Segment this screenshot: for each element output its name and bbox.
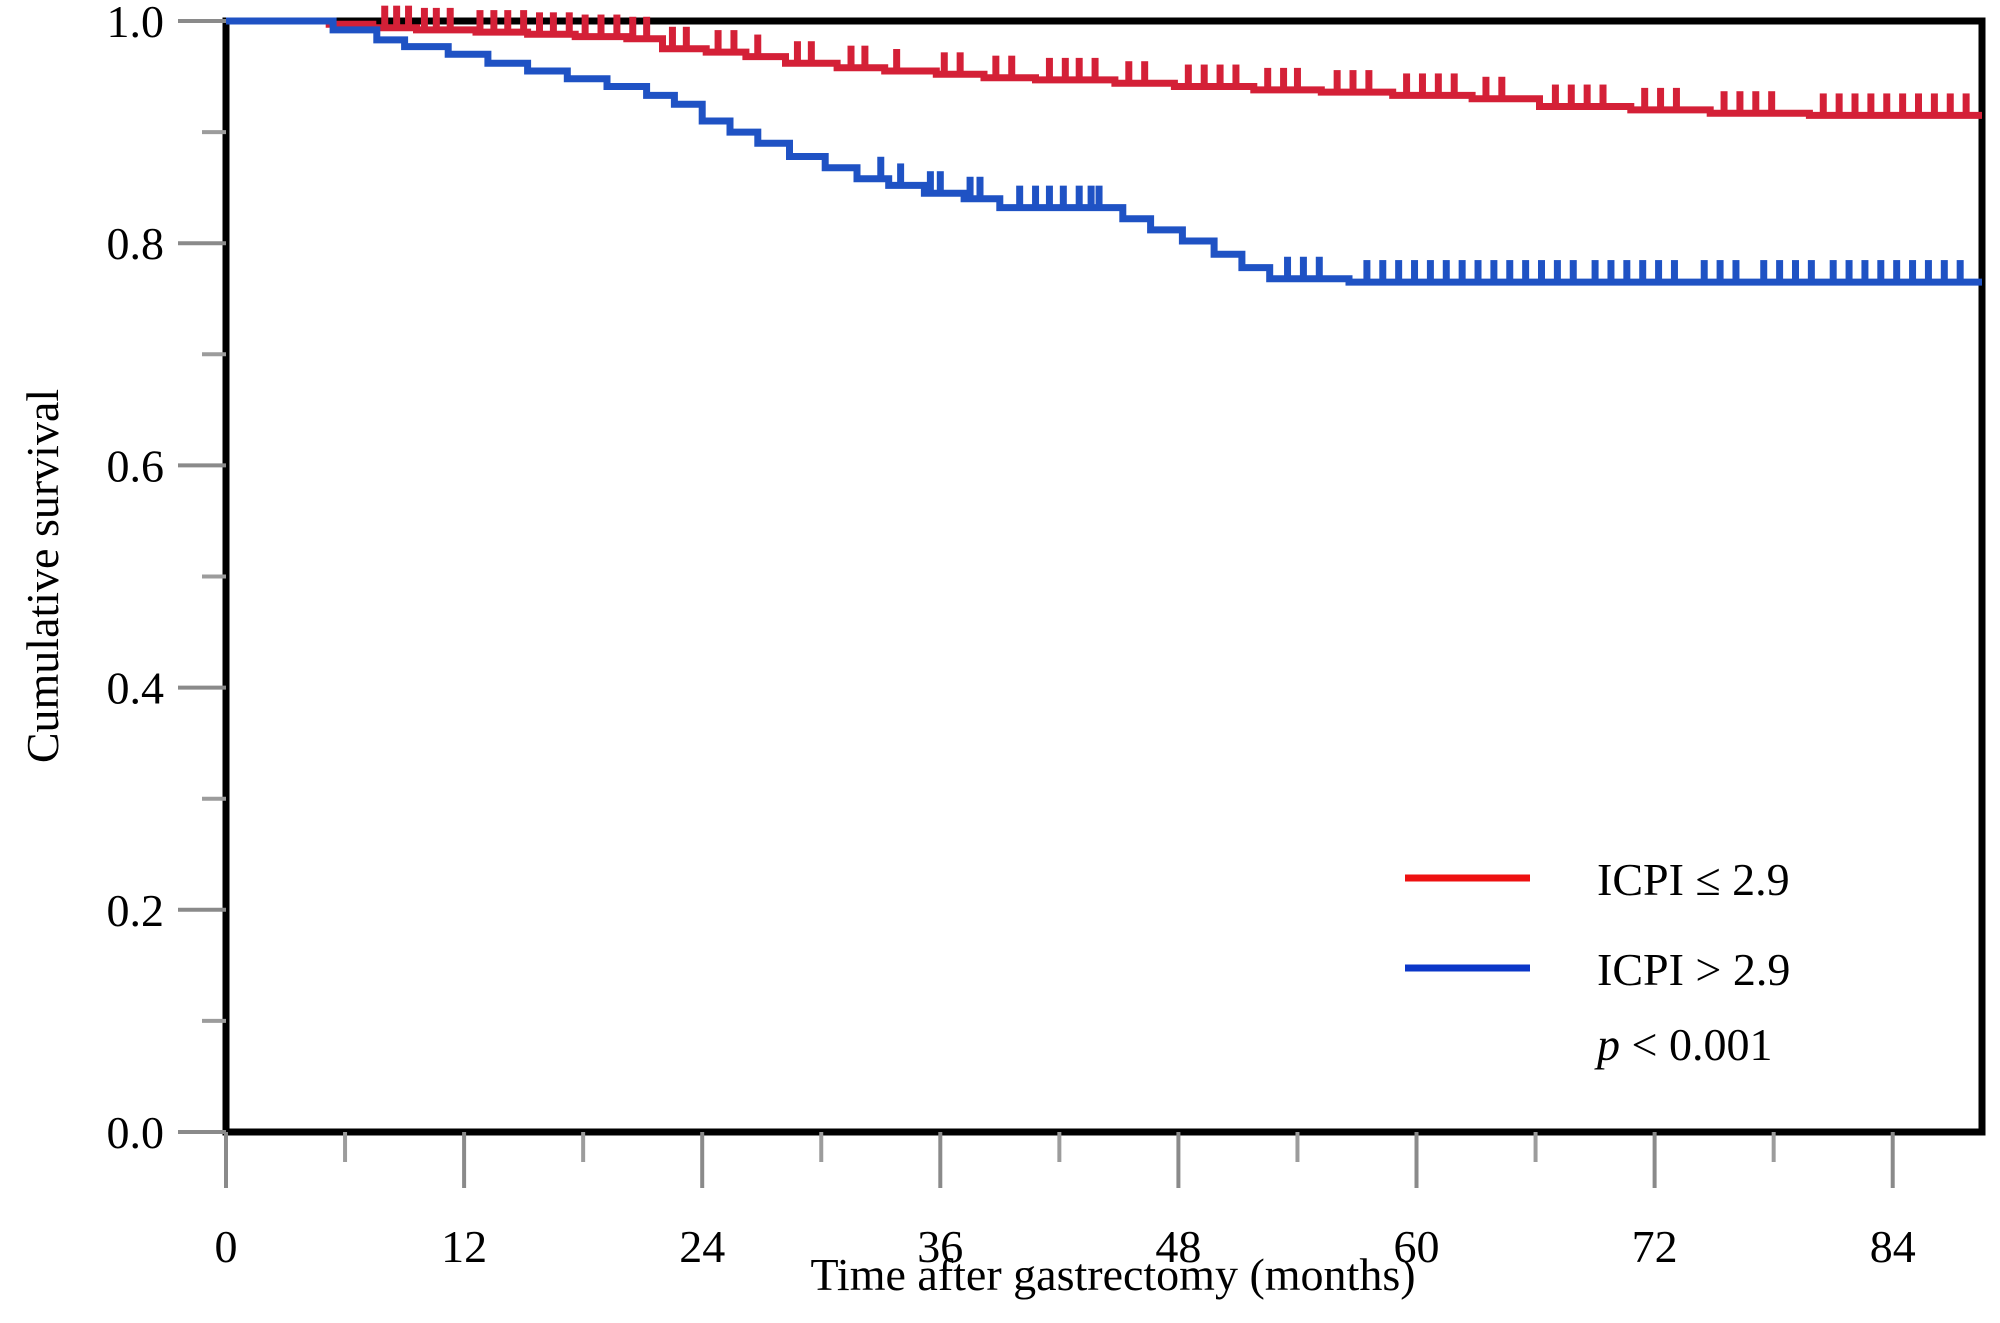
y-tick-label: 0.4 bbox=[107, 663, 165, 714]
y-axis-ticks bbox=[178, 19, 226, 1134]
survival-curves bbox=[226, 17, 1982, 286]
y-tick-label: 1.0 bbox=[107, 0, 165, 47]
x-axis-title: Time after gastrectomy (months) bbox=[810, 1249, 1415, 1300]
y-tick-label: 0.8 bbox=[107, 218, 165, 269]
chart-legend: ICPI ≤ 2.9 ICPI > 2.9 p < 0.001 bbox=[1405, 854, 1790, 1070]
y-axis-title: Cumulative survival bbox=[17, 389, 68, 763]
survival-curve-icpi-high bbox=[226, 17, 1982, 286]
y-tick-label: 0.2 bbox=[107, 885, 165, 936]
plot-frame bbox=[222, 17, 1986, 1136]
p-value-symbol: p bbox=[1594, 1019, 1620, 1070]
x-tick-label: 72 bbox=[1632, 1221, 1678, 1272]
x-tick-label: 60 bbox=[1394, 1221, 1440, 1272]
y-tick-label: 0.6 bbox=[107, 440, 165, 491]
p-value-text: < 0.001 bbox=[1620, 1019, 1772, 1070]
survival-curve-icpi-low bbox=[226, 17, 1982, 119]
x-tick-label: 84 bbox=[1870, 1221, 1916, 1272]
legend-label-icpi-high: ICPI > 2.9 bbox=[1597, 944, 1790, 995]
censoring-marks bbox=[381, 5, 1970, 283]
x-tick-label: 48 bbox=[1155, 1221, 1201, 1272]
x-tick-label: 24 bbox=[679, 1221, 725, 1272]
y-tick-label: 0.0 bbox=[107, 1107, 165, 1158]
x-tick-label: 0 bbox=[215, 1221, 238, 1272]
y-axis-tick-labels: 1.0 0.8 0.6 0.4 0.2 0.0 bbox=[107, 0, 165, 1158]
p-value-annotation: p < 0.001 bbox=[1594, 1019, 1772, 1070]
x-tick-label: 36 bbox=[917, 1221, 963, 1272]
legend-label-icpi-low: ICPI ≤ 2.9 bbox=[1597, 854, 1790, 905]
x-axis-ticks bbox=[224, 1132, 1895, 1188]
x-axis-tick-labels: 0 12 24 36 48 60 72 84 bbox=[215, 1221, 1916, 1272]
x-tick-label: 12 bbox=[441, 1221, 487, 1272]
